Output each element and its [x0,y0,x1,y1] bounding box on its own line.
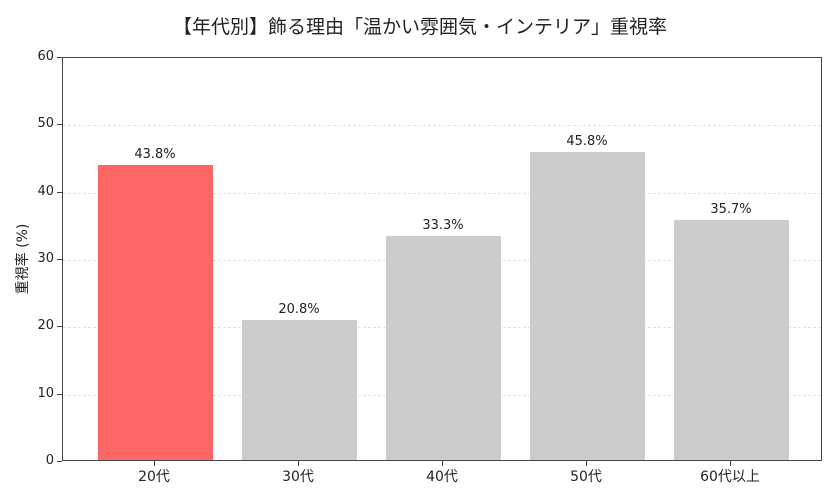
bar-50代 [529,151,645,460]
bar-value-label: 45.8% [566,133,608,149]
y-tick-mark [57,191,62,193]
y-tick-mark [57,57,62,58]
x-tick-mark [442,461,443,466]
chart-title: 【年代別】飾る理由「温かい雰囲気・インテリア」重視率 [172,16,667,38]
x-tick-label: 20代 [138,469,170,485]
bar-value-label: 43.8% [134,147,176,163]
y-tick-label: 30 [37,251,54,266]
x-tick-label: 60代以上 [700,469,760,485]
y-tick-mark [57,259,62,260]
y-tick-label: 40 [37,183,54,199]
y-tick-label: 20 [37,318,54,334]
x-tick-mark [730,461,731,466]
y-tick-mark [57,461,62,462]
x-tick-mark [298,461,299,466]
gridline [63,125,821,127]
x-tick-label: 40代 [426,469,458,485]
y-tick-mark [57,393,62,395]
bar-30代 [241,319,357,460]
x-tick-label: 30代 [282,469,314,485]
bar-40代 [385,235,501,460]
plot-area: 43.8% 20.8% 33.3% 45.8% 35.7% [62,57,822,461]
y-tick-label: 0 [45,453,54,468]
bar-60代以上 [673,219,789,460]
y-tick-mark [57,326,62,328]
y-tick-mark [57,124,62,126]
bar-value-label: 20.8% [278,301,320,317]
y-tick-label: 10 [37,385,54,401]
x-tick-mark [154,461,155,466]
gridline [63,192,821,194]
x-tick-mark [586,461,587,466]
y-axis-label: 重視率 (%) [15,223,31,295]
bar-20代 [97,165,213,460]
y-tick-label: 60 [37,49,54,64]
y-tick-label: 50 [37,116,54,132]
bar-value-label: 35.7% [710,201,752,217]
bar-value-label: 33.3% [422,217,464,233]
x-tick-label: 50代 [570,469,602,485]
